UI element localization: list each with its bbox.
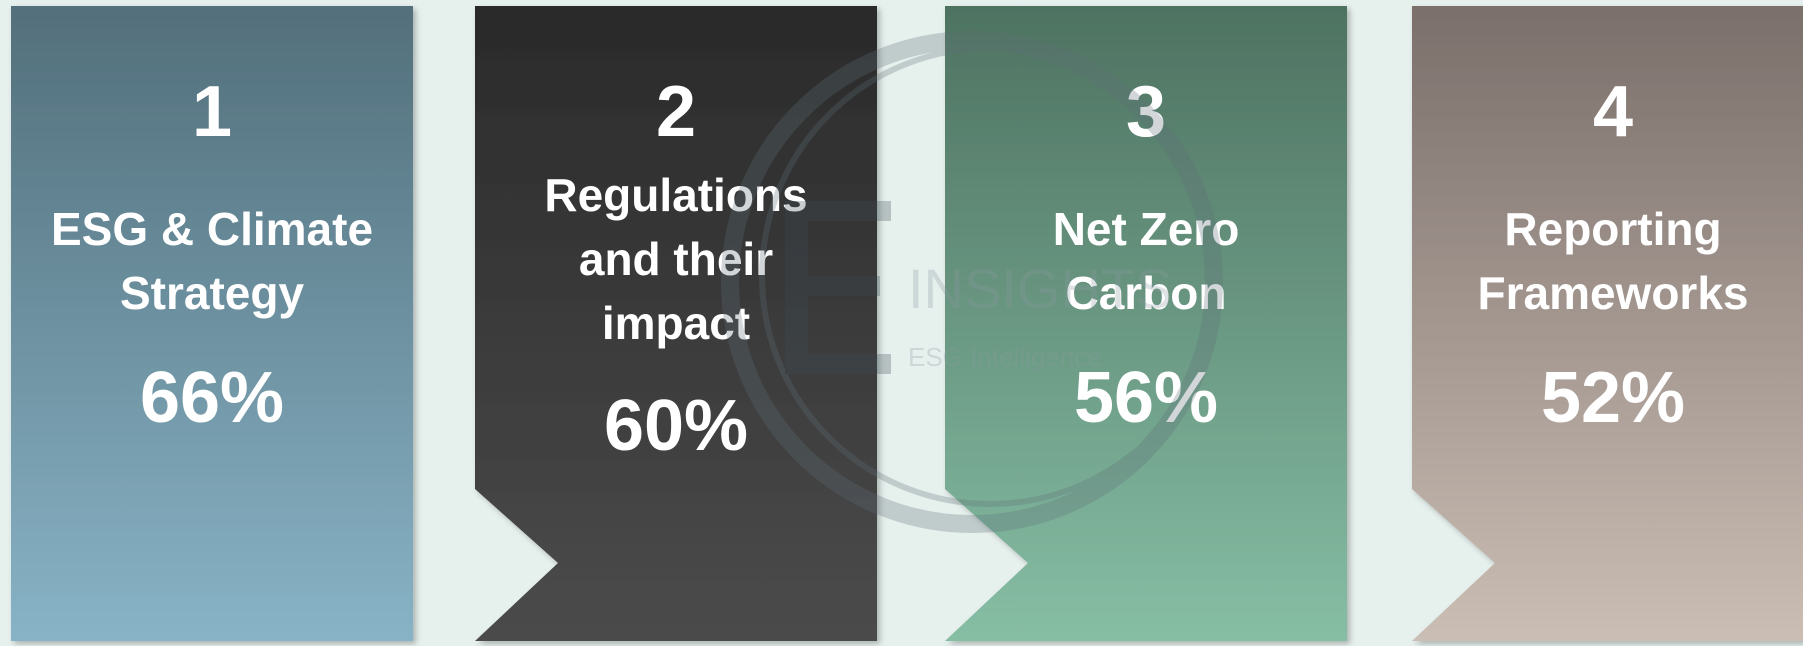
card-title: Carbon bbox=[1066, 267, 1227, 319]
card-percent: 66% bbox=[140, 358, 284, 438]
watermark-logo bbox=[785, 201, 891, 374]
card: 3 Net Zero Carbon 56% bbox=[945, 6, 1347, 641]
card-title: Frameworks bbox=[1477, 267, 1748, 319]
card-shape bbox=[11, 6, 413, 641]
card-title: Regulations bbox=[544, 169, 807, 221]
watermark-tagline: ESG Intelligence bbox=[908, 342, 1102, 372]
card-number: 4 bbox=[1593, 72, 1633, 152]
card-percent: 56% bbox=[1074, 358, 1218, 438]
card-title: Net Zero bbox=[1053, 203, 1240, 255]
card-number: 3 bbox=[1126, 72, 1166, 152]
card: 1 ESG & Climate Strategy 66% bbox=[11, 6, 413, 641]
cards: 1 ESG & Climate Strategy 66% 2 Regulations and… bbox=[11, 6, 1803, 641]
card-title: impact bbox=[602, 297, 750, 349]
card-shape bbox=[945, 6, 1347, 641]
watermark: INSIGHTS ESG Intelligence bbox=[721, 31, 1223, 533]
watermark-ring bbox=[721, 31, 1223, 533]
card-shape bbox=[1412, 6, 1803, 641]
watermark-brand: INSIGHTS bbox=[908, 257, 1172, 320]
card-title: and their bbox=[579, 233, 773, 285]
card: 4 Reporting Frameworks 52% bbox=[1412, 6, 1803, 641]
watermark-ring-inner bbox=[759, 45, 1221, 507]
card: 2 Regulations and their impact 60% bbox=[475, 6, 877, 641]
card-title: Strategy bbox=[120, 267, 304, 319]
card-percent: 60% bbox=[604, 386, 748, 466]
card-title: ESG & Climate bbox=[51, 203, 373, 255]
card-title: Reporting bbox=[1504, 203, 1721, 255]
card-number: 1 bbox=[192, 72, 232, 152]
card-number: 2 bbox=[656, 72, 696, 152]
card-shape bbox=[475, 6, 877, 641]
card-percent: 52% bbox=[1541, 358, 1685, 438]
